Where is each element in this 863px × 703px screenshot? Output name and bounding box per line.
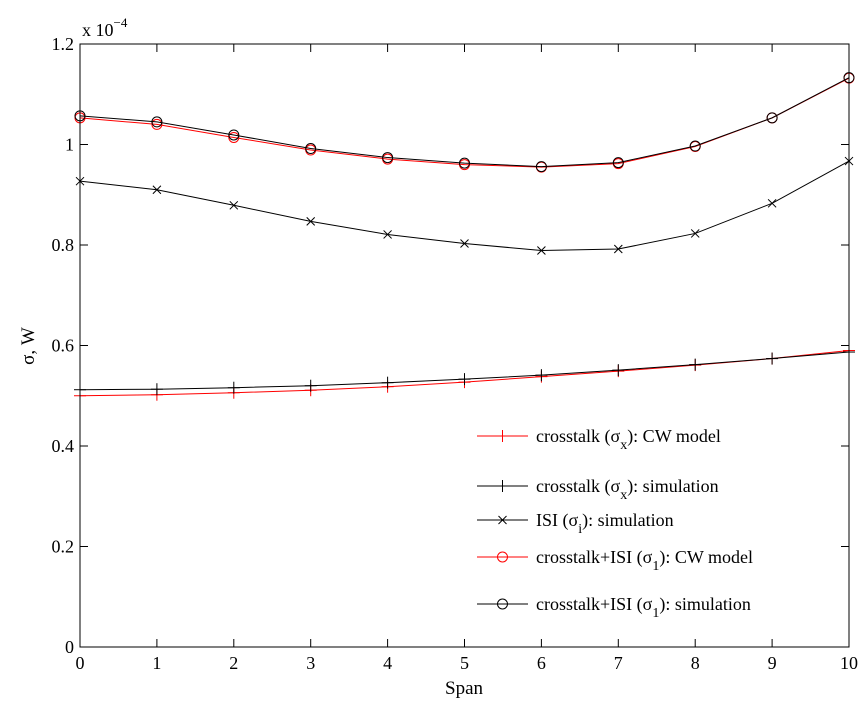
point-xt_sim <box>535 369 548 382</box>
x-tick-label: 9 <box>768 653 777 673</box>
point-xt_sim <box>381 376 394 389</box>
legend-entry-xt_sim: crosstalk (σx): simulation <box>477 476 719 503</box>
point-isi_sim <box>383 230 392 239</box>
point-tot_sim <box>766 112 778 124</box>
x-axis-label: Span <box>445 678 484 699</box>
y-multiplier: x 10−4 <box>82 15 128 40</box>
point-isi_sim <box>460 239 469 248</box>
legend-marker <box>497 551 508 563</box>
legend-label: crosstalk (σx): CW model <box>536 426 721 453</box>
point-tot_sim <box>689 140 701 152</box>
y-tick-label: 0 <box>65 637 74 657</box>
legend-entry-tot_sim: crosstalk+ISI (σ1): simulation <box>477 594 751 621</box>
point-xt_sim <box>304 379 317 392</box>
x-tick-label: 3 <box>306 653 315 673</box>
point-xt_sim <box>227 381 240 394</box>
x-tick-label: 8 <box>691 653 700 673</box>
point-isi_sim <box>229 200 239 210</box>
x-tick-label: 6 <box>537 653 546 673</box>
series-layer <box>74 72 855 402</box>
legend-marker <box>497 598 508 610</box>
y-tick-label: 0.6 <box>52 336 75 356</box>
point-tot_sim <box>151 116 163 128</box>
legend-label: crosstalk+ISI (σ1): simulation <box>536 594 751 621</box>
legend-entry-isi_sim: ISI (σi): simulation <box>477 510 674 537</box>
plot-frame <box>79 43 850 648</box>
point-tot_sim <box>535 161 547 173</box>
legend: crosstalk (σx): CW model crosstalk (σx): … <box>477 426 753 621</box>
y-tick-label: 1 <box>65 135 74 155</box>
y-tick-label: 0.2 <box>52 537 75 557</box>
point-xt_sim <box>458 373 471 386</box>
y-tick-label: 1.2 <box>52 34 75 54</box>
x-tick-label: 7 <box>614 653 623 673</box>
legend-marker <box>496 430 509 442</box>
point-xt_sim <box>150 383 163 396</box>
legend-label: ISI (σi): simulation <box>536 510 674 537</box>
point-isi_sim <box>613 244 623 254</box>
legend-entry-xt_cw: crosstalk (σx): CW model <box>477 426 721 453</box>
point-isi_sim <box>690 229 700 238</box>
point-tot_sim <box>305 143 317 155</box>
point-tot_cw <box>228 131 240 143</box>
point-tot_sim <box>459 157 470 169</box>
x-tick-label: 4 <box>383 653 392 673</box>
point-isi_sim <box>767 198 777 208</box>
x-tick-label: 5 <box>460 653 469 673</box>
plot-area <box>80 44 849 647</box>
y-multiplier-base: x 10 <box>82 20 114 40</box>
legend-marker <box>498 515 507 525</box>
point-tot_sim <box>382 152 394 164</box>
legend-marker <box>496 480 509 492</box>
point-isi_sim <box>306 217 316 226</box>
point-xt_sim <box>689 358 702 371</box>
point-tot_cw <box>151 118 163 130</box>
legend-label: crosstalk+ISI (σ1): CW model <box>536 547 753 574</box>
point-xt_sim <box>612 364 625 377</box>
point-xt_sim <box>766 352 779 365</box>
x-tick-label: 10 <box>840 653 858 673</box>
legend-entry-tot_cw: crosstalk+ISI (σ1): CW model <box>477 547 753 574</box>
series-line-tot_sim <box>79 77 850 168</box>
point-tot_sim <box>228 129 240 141</box>
point-tot_sim <box>612 157 624 169</box>
y-multiplier-exponent: −4 <box>114 15 128 30</box>
x-tick-label: 2 <box>229 653 238 673</box>
x-tick-label: 0 <box>76 653 85 673</box>
legend-label: crosstalk (σx): simulation <box>536 476 719 503</box>
point-isi_sim <box>152 185 162 195</box>
x-tick-label: 1 <box>152 653 161 673</box>
y-tick-label: 0.4 <box>52 436 75 456</box>
point-isi_sim <box>537 246 546 255</box>
ticks-layer: 0 1 2 3 4 5 6 7 8 9 10 0 0.2 0.4 0.6 0.8 1 1.2 <box>52 34 859 673</box>
y-axis-label: σ, W <box>18 327 39 365</box>
y-tick-label: 0.8 <box>52 235 75 255</box>
